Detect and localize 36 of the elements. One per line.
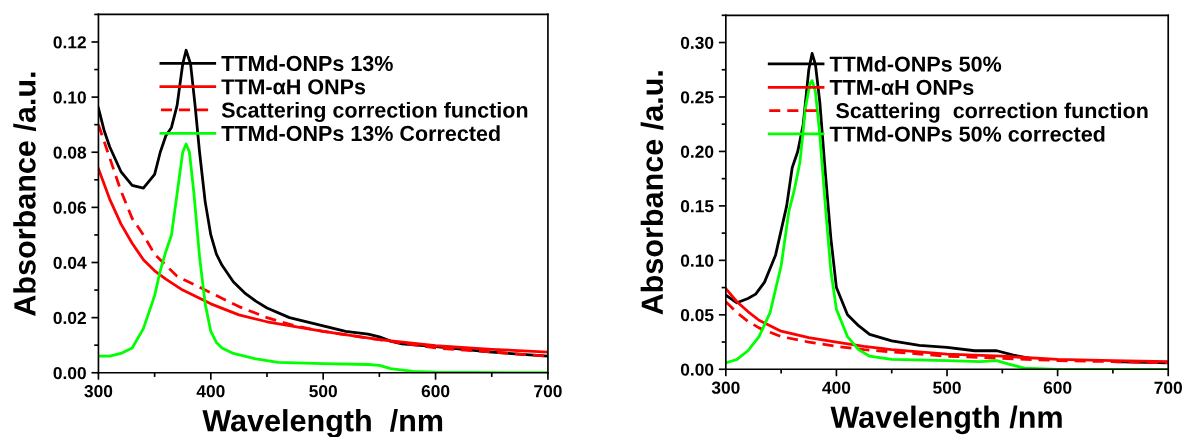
x-tick-label: 500 xyxy=(933,381,961,394)
legend-label: Scattering correction function xyxy=(836,102,1148,123)
legend-label: TTMd-ONPs 50% xyxy=(829,55,1002,72)
y-tick-label: 0.15 xyxy=(680,200,714,213)
x-tick-label: 400 xyxy=(196,385,225,398)
y-tick-label: 0.10 xyxy=(680,254,714,267)
y-tick-label: 0.08 xyxy=(53,146,87,159)
y-tick-label: 0.00 xyxy=(680,363,714,376)
legend-label: TTMd-ONPs 13% xyxy=(221,55,393,72)
y-tick-label: 0.12 xyxy=(53,36,86,49)
x-tick-label: 600 xyxy=(421,385,450,398)
y-axis-title: Absorbance /a.u. xyxy=(640,71,664,315)
y-tick-label: 0.20 xyxy=(680,145,714,158)
y-tick-label: 0.00 xyxy=(53,366,86,380)
x-tick-label: 300 xyxy=(84,385,113,398)
legend-label: TTM-αH ONPs xyxy=(829,79,974,96)
legend-label: TTMd-ONPs 13% Corrected xyxy=(221,125,500,142)
legend-label: TTMd-ONPs 50% corrected xyxy=(829,125,1105,142)
x-tick-label: 700 xyxy=(1154,381,1182,394)
legend-label: Scattering correction function xyxy=(221,101,528,123)
x-tick-label: 500 xyxy=(309,385,337,398)
legend-label: TTM-αH ONPs xyxy=(221,79,366,95)
y-tick-label: 0.02 xyxy=(53,311,86,325)
y-tick-label: 0.30 xyxy=(680,36,714,50)
x-axis-title: Wavelength /nm xyxy=(202,409,443,437)
y-tick-label: 0.06 xyxy=(53,201,87,214)
y-tick-label: 0.05 xyxy=(680,308,714,322)
y-tick-label: 0.25 xyxy=(680,91,714,104)
y-tick-label: 0.10 xyxy=(53,91,86,104)
x-axis-title: Wavelength /nm xyxy=(830,405,1062,435)
x-tick-label: 700 xyxy=(534,385,562,398)
x-tick-label: 600 xyxy=(1043,381,1072,394)
y-axis-title: Absorbance /a.u. xyxy=(13,72,37,316)
x-tick-label: 300 xyxy=(711,381,740,394)
y-tick-label: 0.04 xyxy=(53,256,87,269)
x-tick-label: 400 xyxy=(822,381,851,394)
